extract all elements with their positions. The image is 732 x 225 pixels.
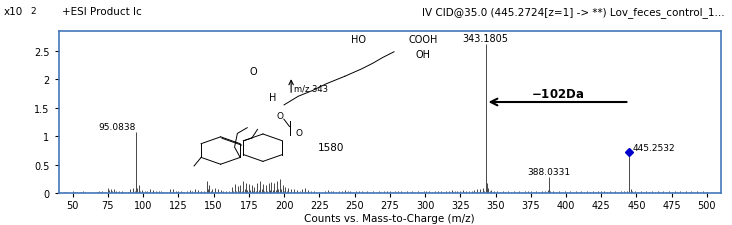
Text: COOH: COOH <box>408 35 438 45</box>
Text: 388.0331: 388.0331 <box>528 167 571 176</box>
Text: O: O <box>250 67 257 77</box>
Text: 2: 2 <box>31 7 37 16</box>
Text: x10: x10 <box>4 7 23 17</box>
Text: 95.0838: 95.0838 <box>99 122 136 131</box>
X-axis label: Counts vs. Mass-to-Charge (m/z): Counts vs. Mass-to-Charge (m/z) <box>305 213 475 223</box>
Text: OH: OH <box>415 50 430 60</box>
Text: 1580: 1580 <box>318 143 344 153</box>
Text: +ESI Product Ic: +ESI Product Ic <box>62 7 142 17</box>
Text: m/z 343: m/z 343 <box>294 84 328 93</box>
Text: 445.2532: 445.2532 <box>632 143 675 152</box>
Text: IV CID@35.0 (445.2724[z=1] -> **) Lov_feces_control_1...: IV CID@35.0 (445.2724[z=1] -> **) Lov_fe… <box>422 7 725 18</box>
Text: H: H <box>269 93 277 103</box>
Text: 343.1805: 343.1805 <box>463 34 509 43</box>
Text: HO: HO <box>351 35 366 45</box>
Text: O: O <box>276 112 283 120</box>
Text: $\mathbf{-102Da}$: $\mathbf{-102Da}$ <box>531 88 584 101</box>
Text: O: O <box>296 128 303 137</box>
